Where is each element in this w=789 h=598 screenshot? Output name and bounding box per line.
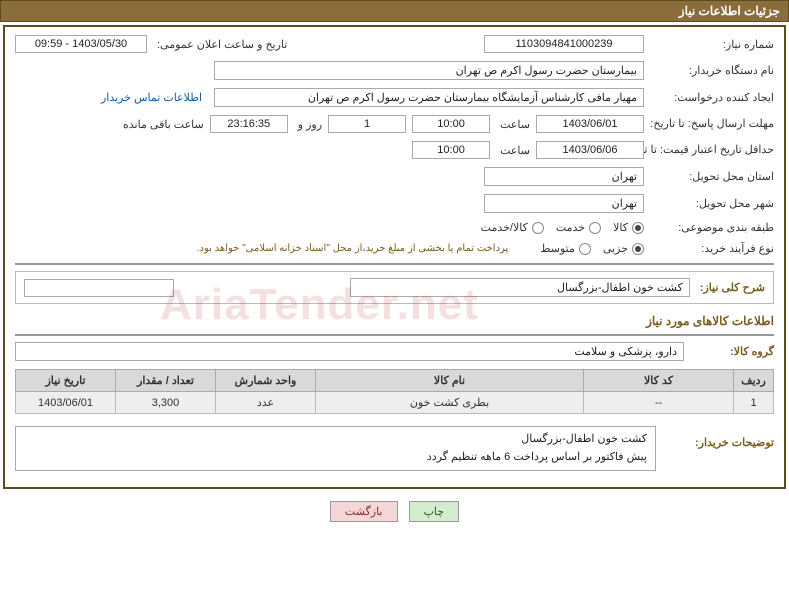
radio-khedmat[interactable]: خدمت: [556, 221, 601, 234]
cell-name: بطری کشت خون: [316, 392, 584, 414]
row-process: نوع فرآیند خرید: جزیی متوسط پرداخت تمام …: [15, 242, 774, 255]
print-button[interactable]: چاپ: [409, 501, 460, 522]
th-unit: واحد شمارش: [216, 370, 316, 392]
radio-icon: [532, 222, 544, 234]
process-radio-group: جزیی متوسط: [540, 242, 644, 255]
radio-jozi[interactable]: جزیی: [603, 242, 644, 255]
cell-qty: 3,300: [116, 392, 216, 414]
main-panel: AriaTender.net شماره نیاز: 1103094841000…: [3, 25, 786, 489]
label-city: شهر محل تحویل:: [654, 197, 774, 210]
deadline-time: 10:00: [412, 115, 490, 133]
desc-line-1: کشت خون اطفال-بزرگسال: [24, 431, 647, 449]
cell-date: 1403/06/01: [16, 392, 116, 414]
deadline-date: 1403/06/01: [536, 115, 644, 133]
label-category: طبقه بندی موضوعی:: [654, 221, 774, 234]
label-creator: ایجاد کننده درخواست:: [654, 91, 774, 104]
th-code: کد کالا: [584, 370, 734, 392]
row-buyer-org: نام دستگاه خریدار: بیمارستان حضرت رسول ا…: [15, 61, 774, 80]
row-province: استان محل تحویل: تهران: [15, 167, 774, 186]
label-process: نوع فرآیند خرید:: [654, 242, 774, 255]
row-category: طبقه بندی موضوعی: کالا خدمت کالا/خدمت: [15, 221, 774, 234]
label-deadline: مهلت ارسال پاسخ: تا تاریخ:: [654, 118, 774, 130]
row-buyer-desc: توضیحات خریدار: کشت خون اطفال-بزرگسال پی…: [15, 426, 774, 471]
category-radio-group: کالا خدمت کالا/خدمت: [481, 221, 644, 234]
divider-2: [15, 334, 774, 336]
cell-unit: عدد: [216, 392, 316, 414]
days-lbl: روز و: [298, 118, 322, 131]
buyer-desc-box: کشت خون اطفال-بزرگسال پیش فاکتور بر اساس…: [15, 426, 656, 471]
value-need-no: 1103094841000239: [484, 35, 644, 53]
th-row: ردیف: [734, 370, 774, 392]
row-need-no: شماره نیاز: 1103094841000239 تاریخ و ساع…: [15, 35, 774, 53]
goods-table: ردیف کد کالا نام کالا واحد شمارش تعداد /…: [15, 369, 774, 414]
radio-icon: [589, 222, 601, 234]
radio-kala[interactable]: کالا: [613, 221, 644, 234]
value-buyer-org: بیمارستان حضرت رسول اکرم ص تهران: [214, 61, 644, 80]
deadline-days: 1: [328, 115, 406, 133]
contact-link[interactable]: اطلاعات تماس خریدار: [101, 91, 202, 104]
table-row: 1 -- بطری کشت خون عدد 3,300 1403/06/01: [16, 392, 774, 414]
radio-kala-khedmat[interactable]: کالا/خدمت: [481, 221, 544, 234]
group-value: دارو، پزشکی و سلامت: [15, 342, 684, 361]
summary-text: کشت خون اطفال-بزرگسال: [350, 278, 690, 297]
back-button[interactable]: بازگشت: [330, 501, 398, 522]
deadline-time-lbl: ساعت: [500, 118, 530, 131]
goods-title: اطلاعات کالاهای مورد نیاز: [15, 314, 774, 328]
row-group: گروه کالا: دارو، پزشکی و سلامت: [15, 342, 774, 361]
radio-motavaset[interactable]: متوسط: [540, 242, 591, 255]
radio-icon: [632, 243, 644, 255]
th-date: تاریخ نیاز: [16, 370, 116, 392]
desc-line-2: پیش فاکتور بر اساس پرداخت 6 ماهه تنظیم گ…: [24, 449, 647, 467]
table-header-row: ردیف کد کالا نام کالا واحد شمارش تعداد /…: [16, 370, 774, 392]
summary-box: شرح کلی نیاز: کشت خون اطفال-بزرگسال: [15, 271, 774, 304]
remain-lbl: ساعت باقی مانده: [123, 118, 204, 131]
cell-code: --: [584, 392, 734, 414]
validity-date: 1403/06/06: [536, 141, 644, 159]
countdown: 23:16:35: [210, 115, 288, 133]
header-title: جزئیات اطلاعات نیاز: [679, 4, 780, 18]
summary-extra: [24, 279, 174, 297]
th-qty: تعداد / مقدار: [116, 370, 216, 392]
validity-time-lbl: ساعت: [500, 144, 530, 157]
buyer-desc-label: توضیحات خریدار:: [674, 426, 774, 449]
header-bar: جزئیات اطلاعات نیاز: [0, 0, 789, 22]
label-need-no: شماره نیاز:: [654, 38, 774, 51]
buttons-row: چاپ بازگشت: [0, 501, 789, 522]
label-validity: حداقل تاریخ اعتبار قیمت: تا تاریخ:: [654, 144, 774, 156]
th-name: نام کالا: [316, 370, 584, 392]
label-announce: تاریخ و ساعت اعلان عمومی:: [157, 38, 287, 51]
value-province: تهران: [484, 167, 644, 186]
validity-time: 10:00: [412, 141, 490, 159]
payment-note: پرداخت تمام یا بخشی از مبلغ خرید،از محل …: [197, 243, 509, 254]
group-label: گروه کالا:: [694, 345, 774, 358]
label-buyer-org: نام دستگاه خریدار:: [654, 64, 774, 77]
row-validity: حداقل تاریخ اعتبار قیمت: تا تاریخ: 1403/…: [15, 141, 774, 159]
cell-row: 1: [734, 392, 774, 414]
row-deadline: مهلت ارسال پاسخ: تا تاریخ: 1403/06/01 سا…: [15, 115, 774, 133]
value-announce: 1403/05/30 - 09:59: [15, 35, 147, 53]
radio-icon: [632, 222, 644, 234]
row-creator: ایجاد کننده درخواست: مهیار مافی کارشناس …: [15, 88, 774, 107]
value-creator: مهیار مافی کارشناس آزمایشگاه بیمارستان ح…: [214, 88, 644, 107]
radio-icon: [579, 243, 591, 255]
value-city: تهران: [484, 194, 644, 213]
label-province: استان محل تحویل:: [654, 170, 774, 183]
summary-label: شرح کلی نیاز:: [700, 281, 765, 294]
row-city: شهر محل تحویل: تهران: [15, 194, 774, 213]
divider-1: [15, 263, 774, 265]
